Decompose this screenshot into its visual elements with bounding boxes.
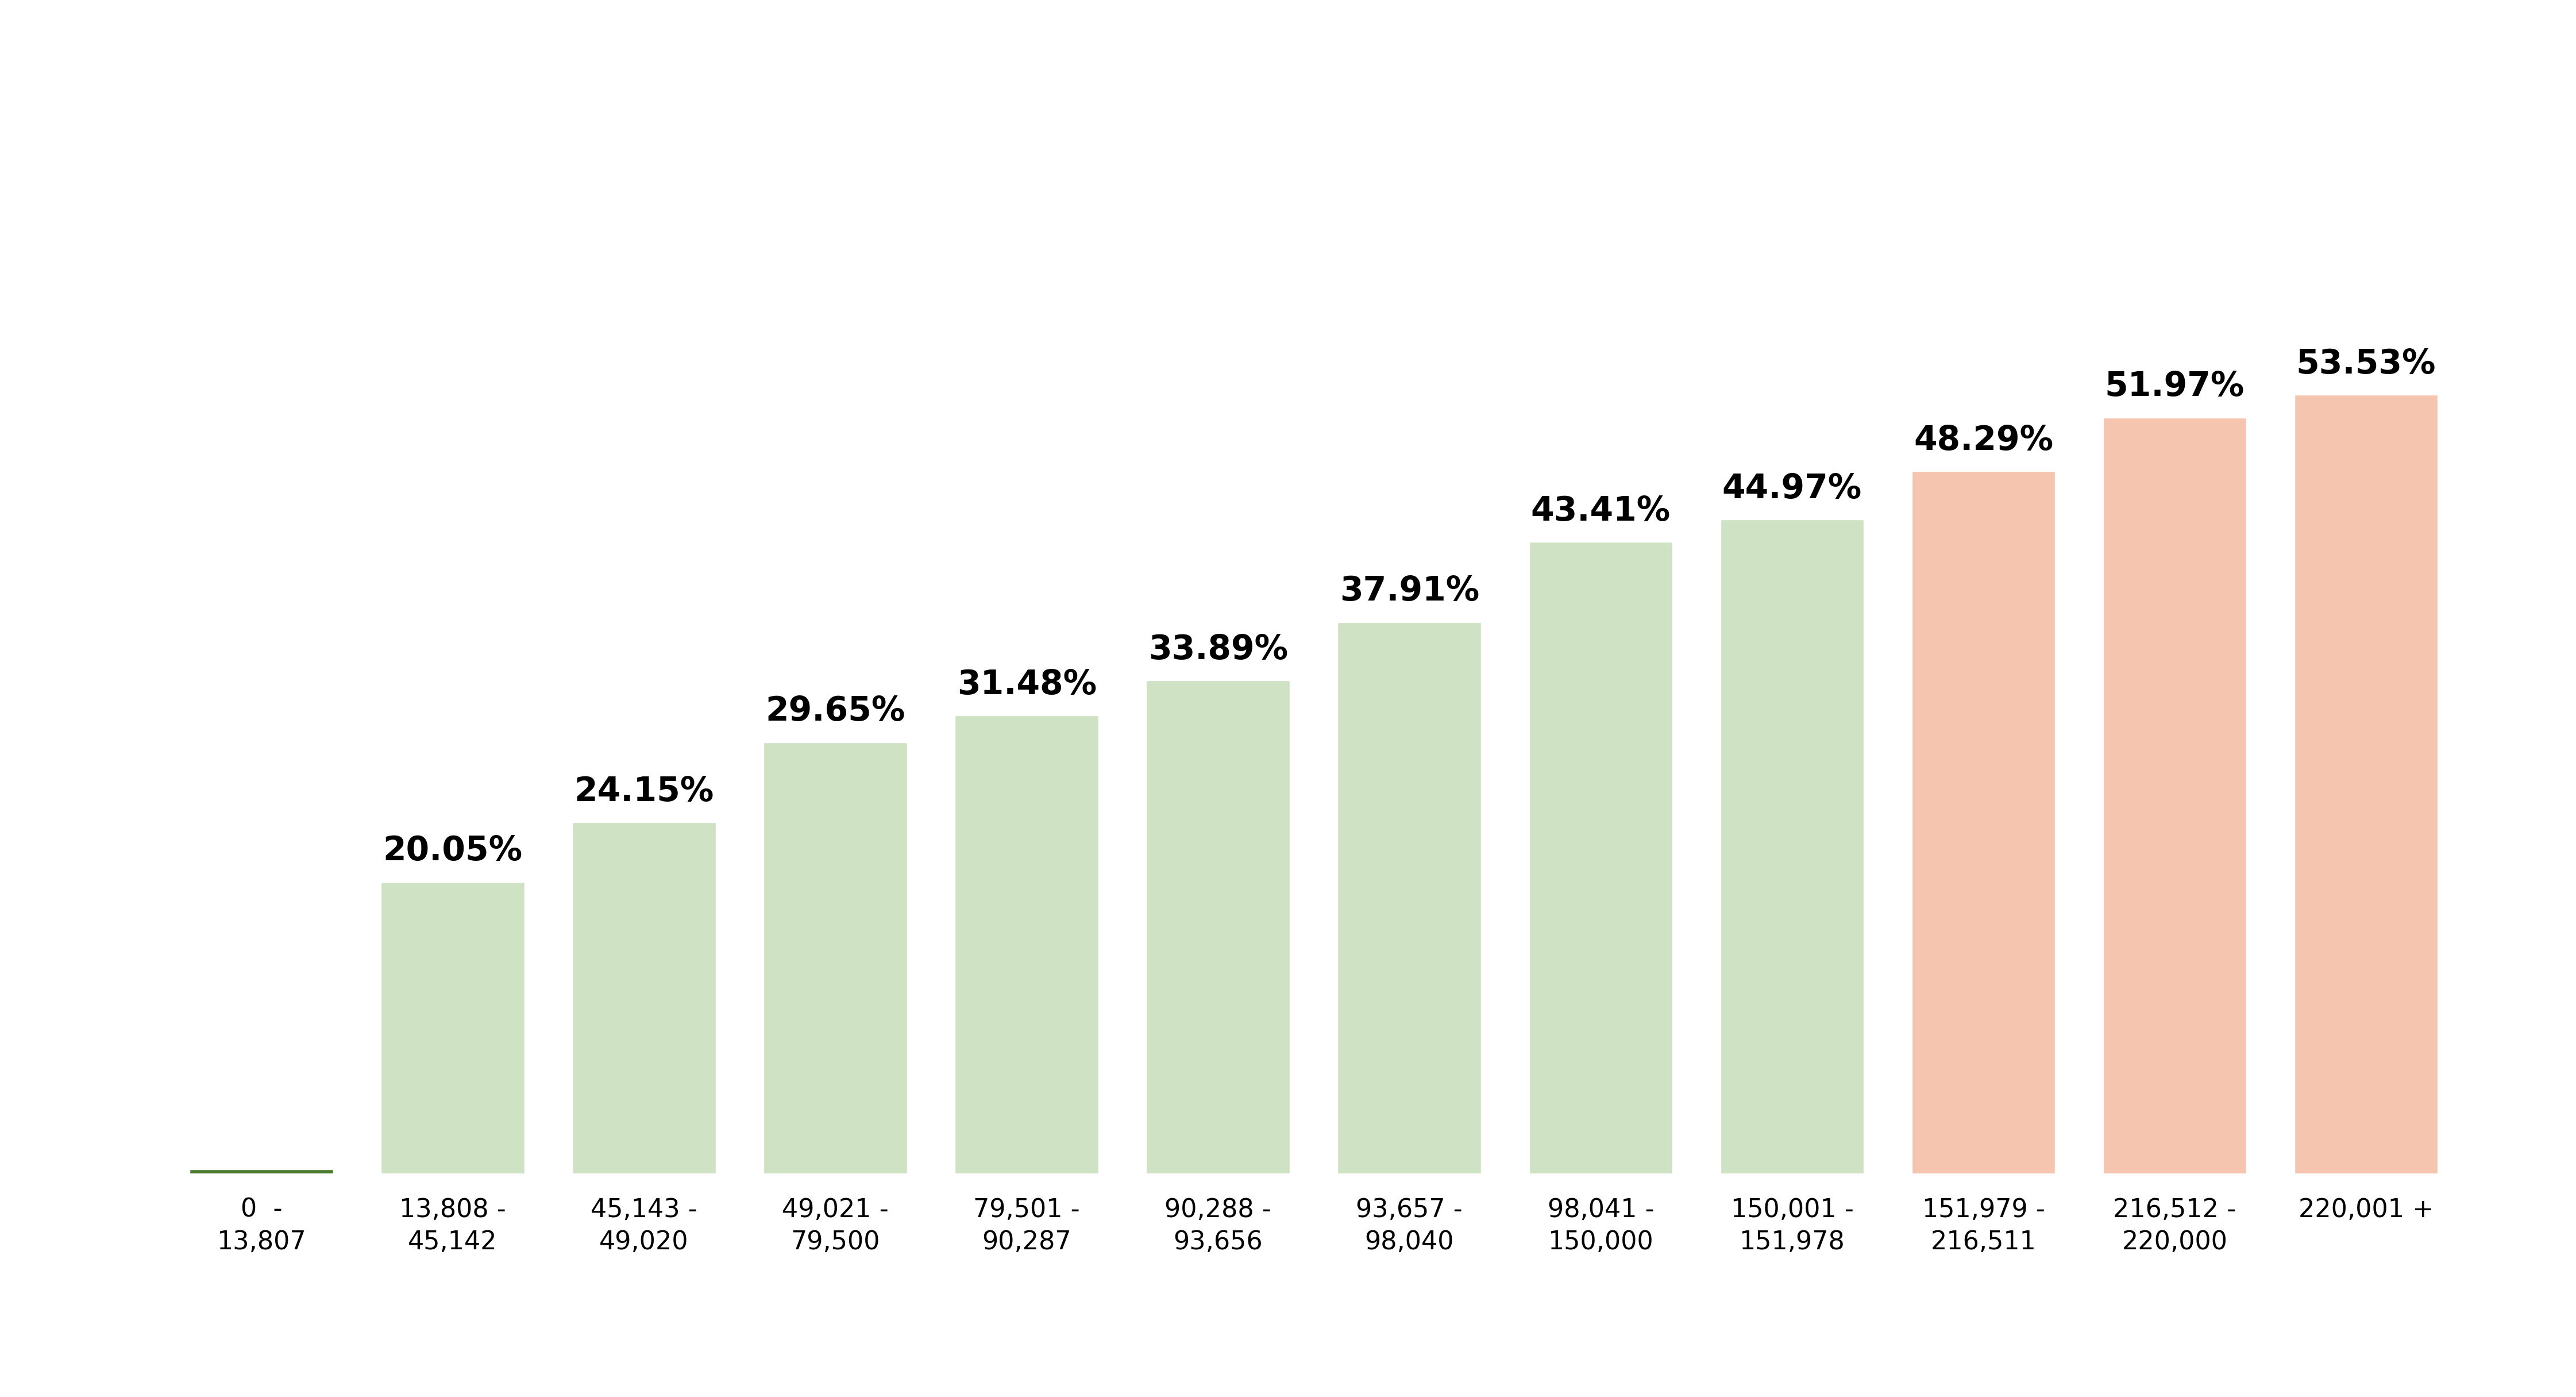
Bar [572,823,716,1173]
Bar [1721,520,1865,1173]
Text: 51.97%: 51.97% [2105,370,2244,404]
Bar [1530,542,1672,1173]
Text: 48.29%: 48.29% [1914,423,2053,457]
Text: 31.48%: 31.48% [956,668,1097,701]
Bar [762,742,907,1173]
Bar [956,715,1097,1173]
Bar [1911,471,2056,1173]
Bar [381,882,526,1173]
Text: 24.15%: 24.15% [574,775,714,807]
Text: 44.97%: 44.97% [1723,472,1862,504]
Text: 37.91%: 37.91% [1340,574,1479,608]
Text: 43.41%: 43.41% [1530,495,1672,528]
Bar [191,1169,332,1173]
Bar [2102,418,2246,1173]
Text: 33.89%: 33.89% [1149,633,1288,666]
Text: 29.65%: 29.65% [765,694,904,728]
Bar [2295,395,2437,1173]
Text: 53.53%: 53.53% [2295,348,2437,380]
Text: 20.05%: 20.05% [384,834,523,868]
Bar [1146,680,1291,1173]
Bar [1337,622,1481,1173]
